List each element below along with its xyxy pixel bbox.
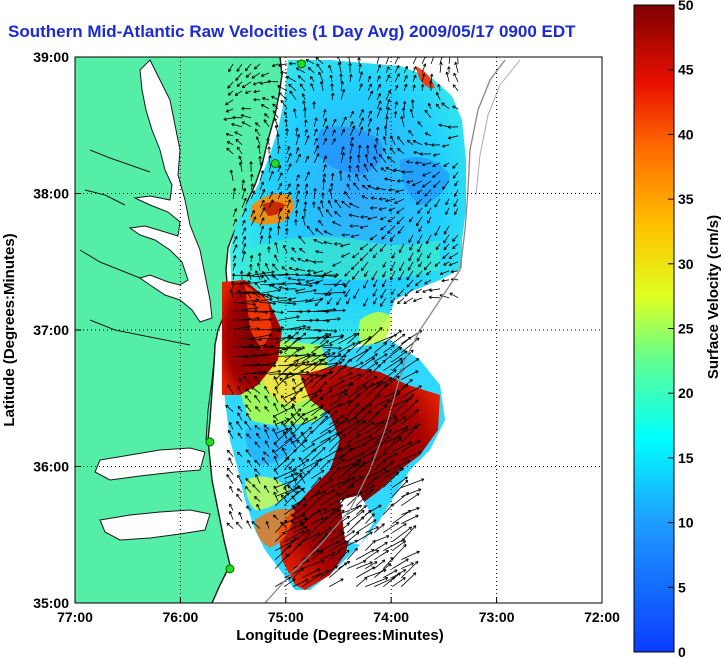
station-marker [225, 564, 235, 574]
station-marker [205, 437, 215, 447]
y-tick-label: 38:00 [33, 186, 69, 202]
colorbar-tick-label: 20 [678, 385, 694, 401]
velocity-vectors [223, 57, 459, 588]
x-axis-label: Longitude (Degrees:Minutes) [236, 627, 444, 644]
colorbar-tick-label: 35 [678, 191, 694, 207]
y-tick-label: 39:00 [33, 49, 69, 65]
colorbar-tick-label: 10 [678, 515, 694, 531]
y-tick-label: 35:00 [33, 595, 69, 611]
colorbar-tick-label: 45 [678, 62, 694, 78]
x-axis-ticks: 77:00 76:00 75:00 74:00 73:00 72:00 [57, 597, 620, 625]
chesapeake-bay [128, 59, 213, 323]
x-tick-label: 73:00 [479, 609, 515, 625]
colorbar-label: Surface Velocity (cm/s) [705, 215, 722, 379]
y-axis-ticks: 39:00 38:00 37:00 36:00 35:00 [33, 49, 81, 611]
y-tick-label: 36:00 [33, 459, 69, 475]
grid-lines [75, 57, 602, 603]
y-axis-label: Latitude (Degrees:Minutes) [1, 233, 18, 426]
colorbar-tick-label: 40 [678, 126, 694, 142]
x-tick-label: 72:00 [584, 609, 620, 625]
station-marker [270, 158, 280, 168]
x-tick-label: 76:00 [162, 609, 198, 625]
colorbar-tick-label: 50 [678, 0, 694, 13]
x-tick-label: 74:00 [373, 609, 409, 625]
x-tick-label: 77:00 [57, 609, 93, 625]
map-title: Southern Mid-Atlantic Raw Velocities (1 … [8, 22, 576, 41]
y-tick-label: 37:00 [33, 322, 69, 338]
colorbar-tick-label: 15 [678, 450, 694, 466]
x-tick-label: 75:00 [268, 609, 304, 625]
colorbar-tick-label: 0 [678, 644, 686, 659]
radar-stations [205, 59, 307, 574]
colorbar-tick-label: 5 [678, 579, 686, 595]
colorbar-tick-label: 30 [678, 256, 694, 272]
colorbar-tick-label: 25 [678, 321, 694, 337]
station-marker [297, 59, 307, 69]
